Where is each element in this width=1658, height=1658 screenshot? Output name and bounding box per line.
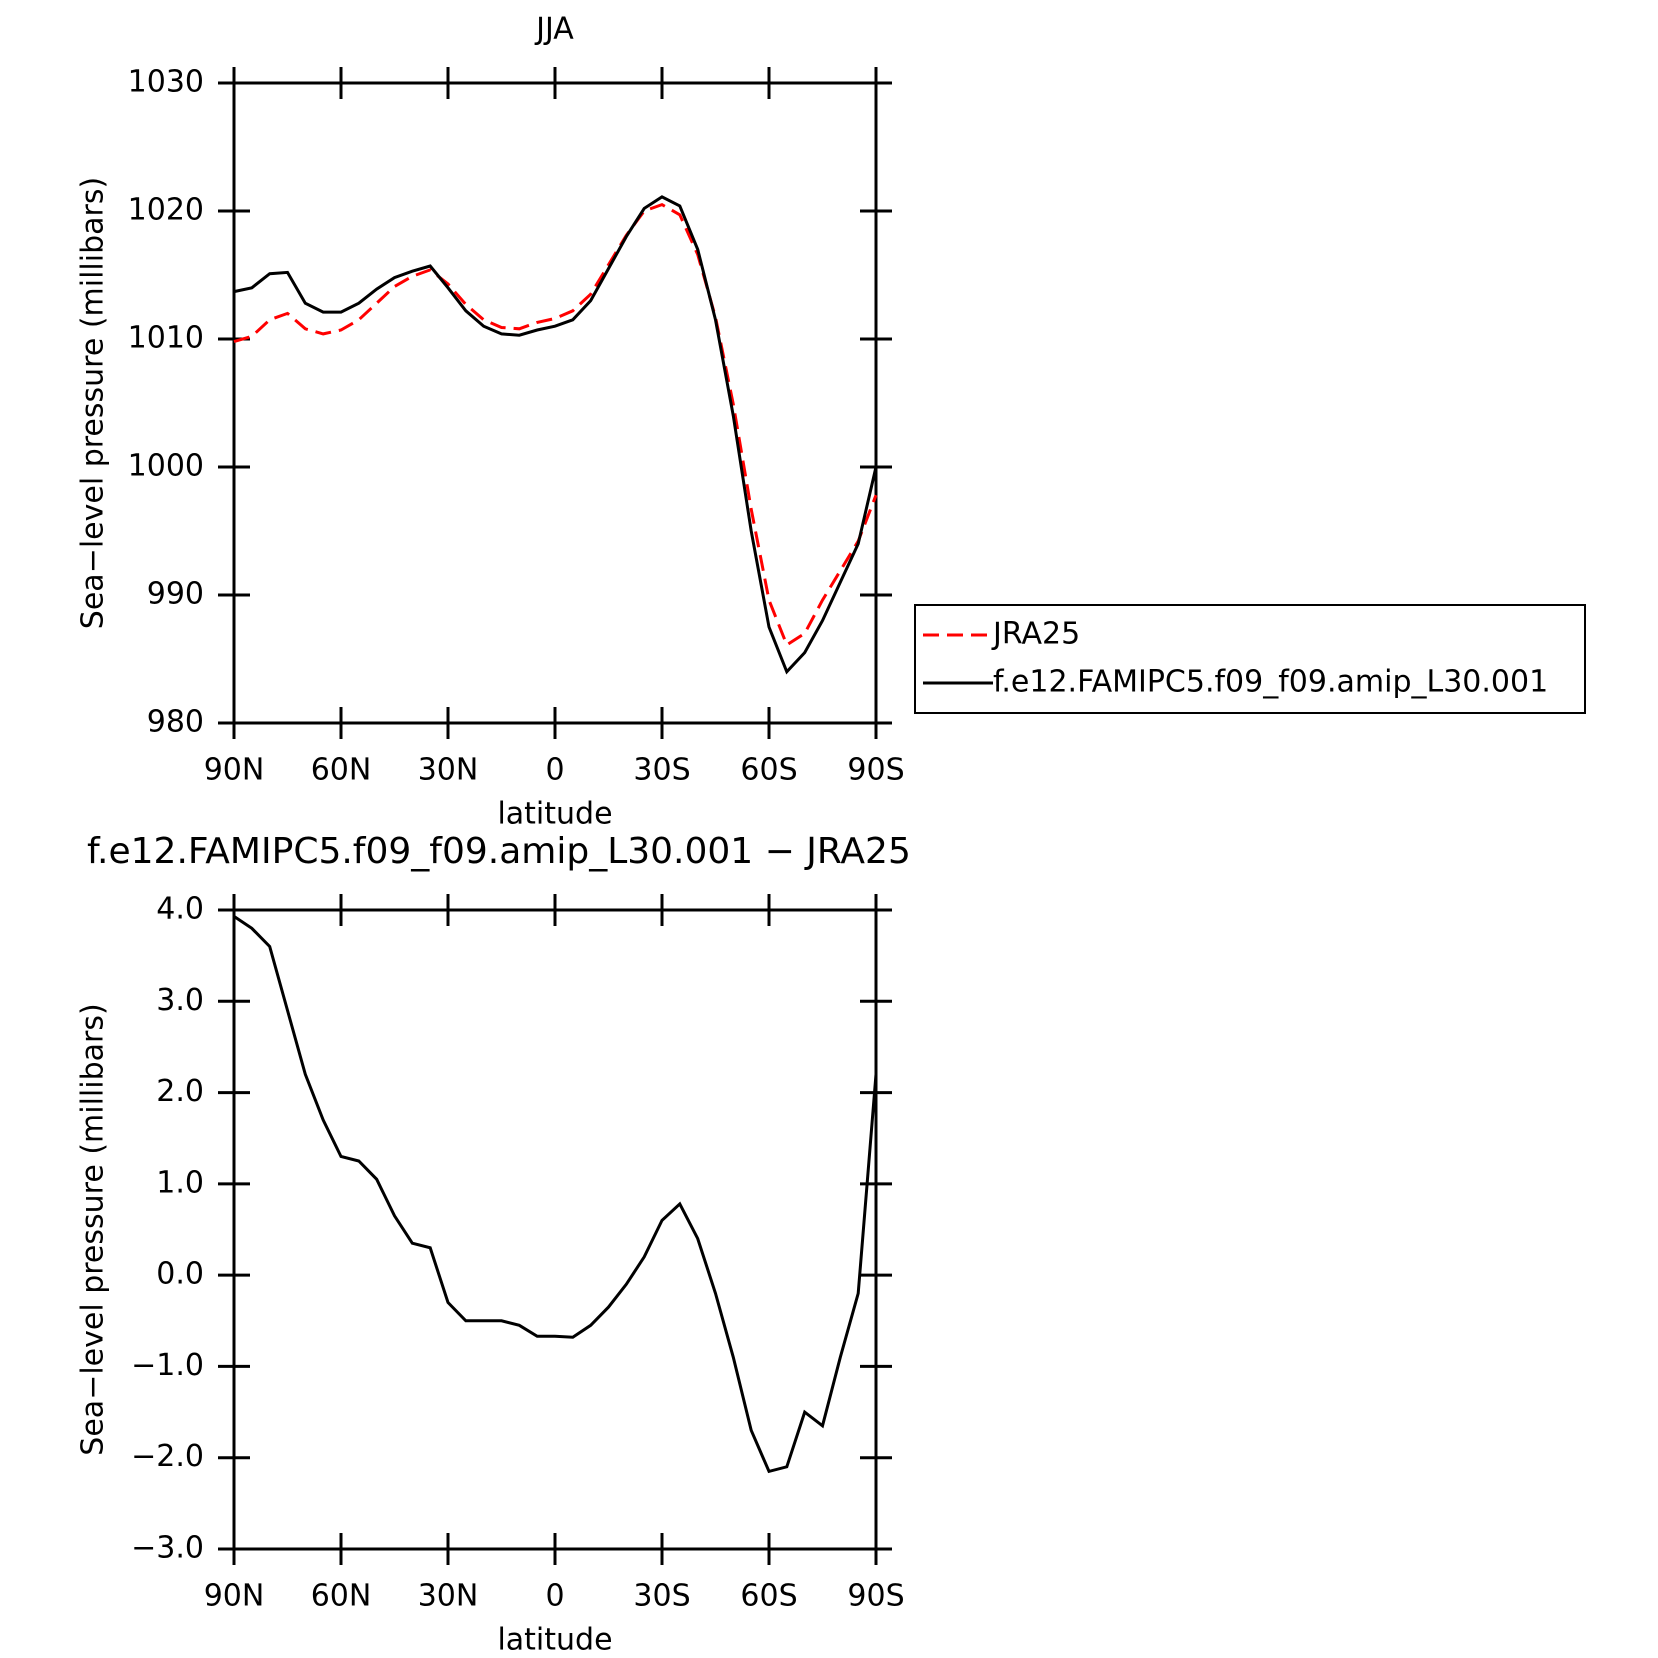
- legend-label: JRA25: [991, 617, 1080, 652]
- x-tick-label: 30N: [418, 753, 479, 788]
- x-axis-label: latitude: [497, 1623, 612, 1658]
- x-tick-label: 30N: [418, 1579, 479, 1614]
- y-tick-label: 1.0: [156, 1165, 204, 1200]
- y-tick-label: −3.0: [131, 1531, 204, 1566]
- y-tick-label: 1020: [128, 193, 204, 228]
- y-axis-label: Sea−level pressure (millibars): [76, 177, 111, 629]
- x-tick-label: 0: [545, 1579, 564, 1614]
- x-tick-label: 90S: [847, 753, 904, 788]
- x-tick-label: 0: [545, 753, 564, 788]
- y-tick-label: 4.0: [156, 892, 204, 927]
- x-tick-label: 90N: [204, 1579, 265, 1614]
- plot-frame: [232, 908, 878, 1551]
- x-tick-label: 60N: [311, 753, 372, 788]
- x-tick-label: 60S: [740, 753, 797, 788]
- y-tick-label: 1030: [128, 65, 204, 100]
- x-tick-label: 60S: [740, 1579, 797, 1614]
- y-tick-label: 3.0: [156, 983, 204, 1018]
- y-tick-label: 990: [147, 577, 204, 612]
- y-tick-label: 1010: [128, 321, 204, 356]
- chart-title: JJA: [534, 12, 574, 47]
- x-tick-label: 90S: [847, 1579, 904, 1614]
- data-line: [233, 915, 878, 1474]
- y-tick-label: 1000: [128, 449, 204, 484]
- y-tick-label: 980: [147, 705, 204, 740]
- data-line: [233, 195, 878, 675]
- x-axis-label: latitude: [497, 797, 612, 832]
- y-tick-label: −1.0: [131, 1348, 204, 1383]
- legend-label: f.e12.FAMIPC5.f09_f09.amip_L30.001: [993, 665, 1548, 700]
- y-axis-label: Sea−level pressure (millibars): [76, 1003, 111, 1455]
- legend-box: [914, 604, 1586, 714]
- y-tick-label: 0.0: [156, 1257, 204, 1292]
- y-tick-label: −2.0: [131, 1439, 204, 1474]
- x-tick-label: 30S: [633, 1579, 690, 1614]
- chart-title: f.e12.FAMIPC5.f09_f09.amip_L30.001 − JRA…: [87, 831, 911, 872]
- x-tick-label: 90N: [204, 753, 265, 788]
- y-tick-label: 2.0: [156, 1074, 204, 1109]
- data-line: [233, 202, 878, 648]
- x-tick-label: 60N: [311, 1579, 372, 1614]
- x-tick-label: 30S: [633, 753, 690, 788]
